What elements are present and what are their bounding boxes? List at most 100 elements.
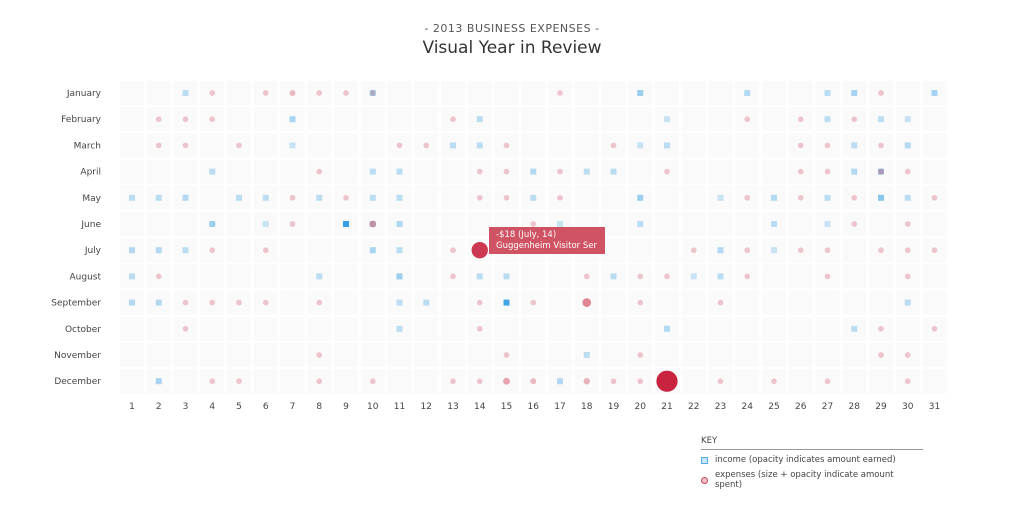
- income-mark[interactable]: [396, 194, 403, 201]
- income-mark[interactable]: [129, 247, 135, 254]
- income-mark[interactable]: [476, 273, 483, 280]
- expense-mark[interactable]: [637, 352, 644, 358]
- expense-mark[interactable]: [476, 168, 483, 175]
- income-mark[interactable]: [450, 142, 456, 149]
- income-mark[interactable]: [209, 221, 216, 227]
- expense-mark[interactable]: [289, 221, 296, 227]
- expense-mark[interactable]: [904, 352, 911, 358]
- expense-mark[interactable]: [450, 273, 456, 280]
- income-mark[interactable]: [129, 299, 135, 306]
- expense-mark[interactable]: [583, 273, 590, 280]
- income-mark[interactable]: [129, 194, 135, 201]
- income-mark[interactable]: [717, 247, 724, 254]
- income-mark[interactable]: [824, 221, 831, 227]
- income-mark[interactable]: [664, 325, 670, 332]
- income-mark[interactable]: [369, 90, 376, 96]
- income-mark[interactable]: [664, 116, 670, 123]
- expense-mark[interactable]: [690, 247, 697, 254]
- income-mark[interactable]: [557, 378, 563, 385]
- expense-mark[interactable]: [236, 299, 242, 306]
- income-mark[interactable]: [155, 378, 162, 385]
- income-mark[interactable]: [503, 273, 510, 280]
- expense-mark[interactable]: [797, 116, 804, 123]
- expense-mark[interactable]: [289, 194, 296, 201]
- expense-mark[interactable]: [316, 352, 323, 358]
- expense-mark[interactable]: [369, 90, 376, 96]
- income-mark[interactable]: [316, 194, 323, 201]
- income-mark[interactable]: [610, 273, 617, 280]
- expense-mark[interactable]: [182, 299, 189, 306]
- expense-mark[interactable]: [343, 194, 349, 201]
- expense-mark[interactable]: [744, 116, 751, 123]
- expense-mark[interactable]: [262, 299, 269, 306]
- income-mark[interactable]: [155, 194, 162, 201]
- expense-mark[interactable]: [262, 90, 269, 96]
- income-mark[interactable]: [369, 168, 376, 175]
- income-mark[interactable]: [396, 168, 403, 175]
- expense-mark[interactable]: [904, 247, 911, 254]
- expense-mark[interactable]: [583, 378, 590, 385]
- expense-mark[interactable]: [664, 168, 670, 175]
- expense-mark[interactable]: [656, 370, 678, 392]
- expense-mark[interactable]: [637, 273, 644, 280]
- income-mark[interactable]: [396, 247, 403, 254]
- income-mark[interactable]: [824, 90, 831, 96]
- expense-mark[interactable]: [476, 325, 483, 332]
- income-mark[interactable]: [262, 221, 269, 227]
- expense-mark[interactable]: [182, 142, 189, 149]
- expense-mark[interactable]: [878, 247, 884, 254]
- income-mark[interactable]: [904, 142, 911, 149]
- income-mark[interactable]: [771, 221, 777, 227]
- income-mark[interactable]: [369, 247, 376, 254]
- expense-mark[interactable]: [582, 298, 592, 307]
- expense-mark[interactable]: [904, 221, 911, 227]
- expense-mark[interactable]: [262, 247, 269, 254]
- income-mark[interactable]: [744, 90, 751, 96]
- income-mark[interactable]: [931, 90, 938, 96]
- expense-mark[interactable]: [878, 168, 884, 175]
- income-mark[interactable]: [851, 90, 858, 96]
- expense-mark[interactable]: [503, 377, 510, 385]
- expense-mark[interactable]: [717, 299, 724, 306]
- income-mark[interactable]: [396, 325, 403, 332]
- income-mark[interactable]: [503, 299, 510, 306]
- expense-mark[interactable]: [396, 142, 403, 149]
- expense-mark[interactable]: [316, 299, 323, 306]
- income-mark[interactable]: [423, 299, 430, 306]
- income-mark[interactable]: [182, 247, 189, 254]
- expense-mark[interactable]: [744, 194, 751, 201]
- expense-mark[interactable]: [503, 194, 510, 201]
- income-mark[interactable]: [129, 273, 135, 280]
- income-mark[interactable]: [476, 142, 483, 149]
- income-mark[interactable]: [396, 299, 403, 306]
- expense-mark[interactable]: [824, 378, 831, 385]
- expense-mark[interactable]: [289, 90, 296, 96]
- expense-mark[interactable]: [503, 168, 510, 175]
- income-mark[interactable]: [396, 221, 403, 227]
- expense-mark[interactable]: [450, 116, 456, 123]
- income-mark[interactable]: [530, 168, 537, 175]
- income-mark[interactable]: [771, 194, 777, 201]
- income-mark[interactable]: [236, 194, 242, 201]
- expense-mark[interactable]: [637, 378, 644, 385]
- income-mark[interactable]: [557, 221, 563, 227]
- expense-mark[interactable]: [503, 352, 510, 358]
- expense-mark[interactable]: [503, 142, 510, 149]
- income-mark[interactable]: [369, 194, 376, 201]
- expense-mark[interactable]: [797, 142, 804, 149]
- expense-mark[interactable]: [369, 220, 377, 228]
- income-mark[interactable]: [583, 168, 590, 175]
- expense-mark[interactable]: [209, 247, 216, 254]
- expense-mark[interactable]: [851, 221, 858, 227]
- expense-mark[interactable]: [851, 116, 858, 123]
- expense-mark[interactable]: [155, 273, 162, 280]
- expense-mark[interactable]: [878, 142, 884, 149]
- income-mark[interactable]: [851, 325, 858, 332]
- expense-mark[interactable]: [851, 194, 858, 201]
- expense-mark[interactable]: [610, 378, 617, 385]
- income-mark[interactable]: [904, 116, 911, 123]
- expense-mark[interactable]: [530, 221, 537, 227]
- income-mark[interactable]: [824, 194, 831, 201]
- expense-mark[interactable]: [557, 194, 563, 201]
- expense-mark[interactable]: [369, 378, 376, 385]
